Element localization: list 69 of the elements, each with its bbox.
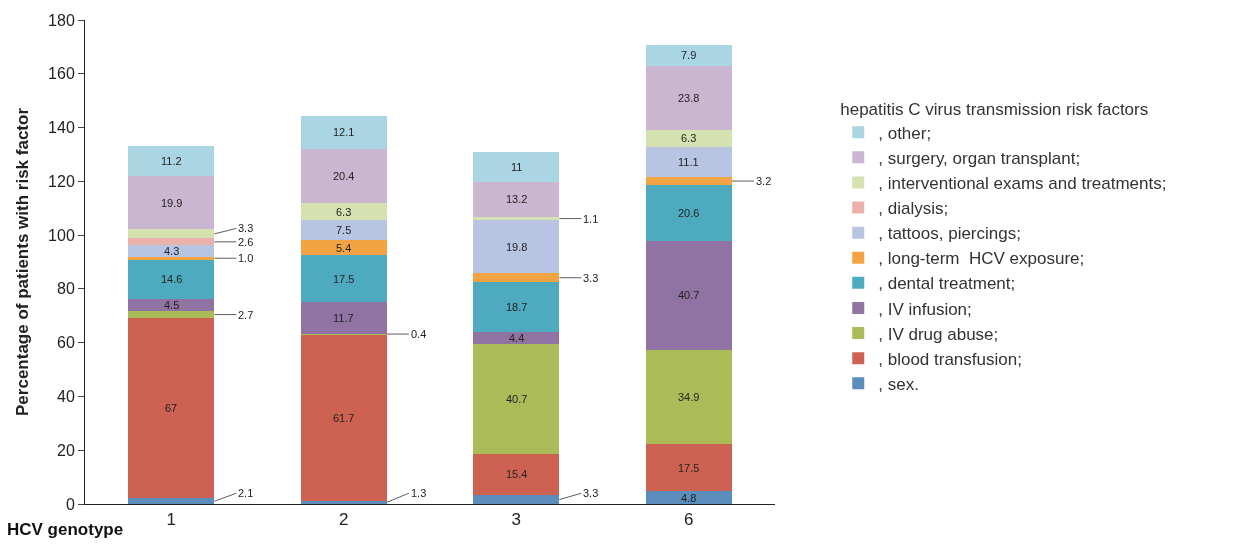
- x-tick-label: 6: [684, 510, 694, 530]
- y-tick-label: 0: [65, 495, 75, 513]
- y-tick-label: 80: [57, 280, 75, 298]
- data-label: 4.3: [164, 245, 180, 257]
- data-label: 11: [511, 161, 523, 173]
- y-tick-label: 20: [57, 441, 75, 459]
- data-label: 3.3: [238, 222, 254, 234]
- x-axis-title: HCV genotype: [7, 520, 124, 539]
- data-label: 20.4: [333, 170, 355, 182]
- data-label: 11.1: [678, 156, 699, 168]
- data-label: 67: [165, 402, 178, 414]
- data-label: 2.1: [238, 487, 254, 499]
- legend-label: , tattoos, piercings;: [878, 224, 1021, 244]
- data-label: 61.7: [333, 412, 355, 424]
- data-label: 6.3: [681, 132, 697, 144]
- y-tick-label: 160: [48, 65, 75, 83]
- y-tick-label: 120: [48, 172, 75, 190]
- data-label: 13.2: [506, 193, 528, 205]
- data-label: 7.9: [681, 49, 697, 61]
- data-label: 11.2: [161, 155, 182, 167]
- y-axis-title: Percentage of patients with risk factor: [12, 107, 32, 416]
- data-label: 2.7: [238, 309, 254, 321]
- data-label: 3.3: [583, 272, 599, 284]
- legend-label: , IV infusion;: [878, 299, 972, 319]
- data-label: 3.2: [756, 175, 772, 187]
- data-label: 14.6: [161, 273, 183, 285]
- legend-label: , long-term HCV exposure;: [878, 249, 1085, 269]
- data-label: 4.4: [509, 332, 525, 344]
- legend-label: , other;: [878, 123, 932, 143]
- data-label: 11.7: [333, 312, 354, 324]
- legend-label: , dental treatment;: [878, 274, 1016, 294]
- data-label: 1.1: [583, 213, 599, 225]
- data-label: 2.6: [238, 236, 254, 248]
- y-tick-label: 180: [48, 11, 75, 29]
- data-label: 23.8: [678, 92, 700, 104]
- legend-label: , surgery, organ transplant;: [878, 148, 1081, 168]
- data-label: 20.6: [678, 207, 700, 219]
- x-tick-label: 1: [166, 510, 176, 530]
- legend-title: hepatitis C virus transmission risk factors: [840, 99, 1149, 119]
- legend-label: , sex.: [878, 374, 919, 394]
- legend-label: , interventional exams and treatments;: [878, 174, 1167, 194]
- data-label: 7.5: [336, 224, 352, 236]
- data-label: 40.7: [506, 393, 528, 405]
- y-tick-label: 40: [57, 388, 75, 406]
- y-tick-label: 140: [48, 119, 75, 137]
- data-label: 4.8: [681, 492, 697, 504]
- data-label: 18.7: [506, 301, 528, 313]
- legend-label: , blood transfusion;: [878, 349, 1022, 369]
- x-tick-label: 2: [339, 510, 349, 530]
- data-label: 15.4: [506, 468, 528, 480]
- data-label: 0.4: [411, 328, 427, 340]
- legend-label: , dialysis;: [878, 199, 949, 219]
- data-label: 19.9: [161, 197, 183, 209]
- data-label: 1.3: [411, 487, 427, 499]
- data-label: 3.3: [583, 487, 599, 499]
- data-label: 40.7: [678, 289, 700, 301]
- x-tick-label: 3: [511, 510, 521, 530]
- data-label: 1.0: [238, 252, 254, 264]
- data-label: 17.5: [333, 273, 355, 285]
- y-tick-label: 100: [48, 226, 75, 244]
- legend-label: , IV drug abuse;: [878, 324, 999, 344]
- data-label: 12.1: [333, 126, 355, 138]
- data-label: 17.5: [678, 462, 700, 474]
- data-label: 19.8: [506, 241, 528, 253]
- y-tick-label: 60: [57, 334, 75, 352]
- data-label: 34.9: [678, 391, 700, 403]
- data-label: 4.5: [164, 299, 180, 311]
- data-label: 6.3: [336, 206, 352, 218]
- data-label: 5.4: [336, 242, 352, 254]
